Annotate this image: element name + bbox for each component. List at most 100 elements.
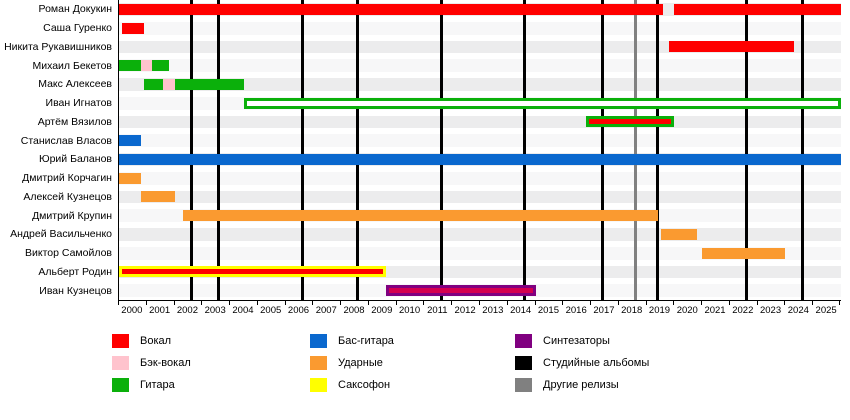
studio-album-line-3 (356, 0, 360, 300)
timeline-bar[interactable] (660, 228, 697, 240)
row-band (119, 59, 841, 72)
member-label-column: Роман Докукин Саша Гуренко Никита Рукавишн… (0, 0, 118, 300)
legend-label: Саксофон (338, 378, 391, 391)
legend-label: Гитара (140, 378, 175, 391)
x-tick-label-2021: 2021 (704, 305, 726, 316)
legend-item[interactable]: Саксофон (310, 374, 394, 396)
timeline-bar[interactable] (119, 60, 142, 72)
timeline-bar[interactable] (668, 41, 794, 53)
timeline-bar[interactable] (182, 210, 658, 222)
x-tick (784, 300, 786, 305)
x-tick (312, 300, 314, 305)
row-band (119, 190, 841, 204)
x-tick (673, 300, 675, 305)
row-label-6: Артём Вязилов (37, 115, 112, 128)
x-tick (756, 300, 758, 305)
timeline-bar[interactable] (119, 266, 386, 278)
x-tick (229, 300, 231, 305)
row-band (119, 78, 841, 91)
studio-album-line-7 (656, 0, 660, 300)
timeline-bar[interactable] (119, 3, 664, 15)
x-axis: 2000 2001 2002 2003 2004 2005 2006 2007 2008 2009… (118, 300, 840, 324)
timeline-bar[interactable] (243, 97, 841, 109)
legend-label: Бас-гитара (338, 334, 394, 347)
row-band (119, 246, 841, 260)
other-releases-swatch (515, 378, 532, 392)
x-tick (839, 300, 840, 305)
row-band (119, 115, 841, 129)
row-band (119, 228, 841, 241)
x-tick-label-2011: 2011 (427, 305, 448, 316)
timeline-bar[interactable] (674, 3, 841, 15)
x-tick (201, 300, 203, 305)
chart-area: Роман Докукин Саша Гуренко Никита Рукавишн… (0, 0, 841, 301)
x-tick-label-2001: 2001 (149, 305, 171, 316)
timeline-bar[interactable] (143, 78, 164, 90)
studio-album-line-1 (217, 0, 221, 300)
timeline-bar[interactable] (702, 247, 786, 259)
legend-item[interactable]: Ударные (310, 352, 394, 374)
x-tick-label-2000: 2000 (121, 305, 143, 316)
legend-item[interactable]: Бэк-вокал (112, 352, 191, 374)
legend-item[interactable]: Студийные альбомы (515, 352, 649, 374)
x-tick (562, 300, 564, 305)
x-tick-label-2015: 2015 (537, 305, 559, 316)
x-tick-label-2017: 2017 (593, 305, 615, 316)
timeline-bar[interactable] (121, 22, 144, 34)
studio-album-line-9 (800, 0, 804, 300)
row-label-8: Юрий Баланов (38, 153, 112, 166)
guitar-swatch (112, 378, 129, 392)
legend-item[interactable]: Синтезаторы (515, 330, 649, 352)
synth-swatch (515, 334, 532, 348)
drums-swatch (310, 356, 327, 370)
x-tick-label-2007: 2007 (315, 305, 337, 316)
x-tick-label-2022: 2022 (732, 305, 754, 316)
x-tick (173, 300, 175, 305)
legend-item[interactable]: Другие релизы (515, 374, 649, 396)
timeline-bar[interactable] (585, 116, 675, 128)
bass-swatch (310, 334, 327, 348)
timeline-bar[interactable] (141, 60, 153, 72)
x-tick-label-2016: 2016 (565, 305, 587, 316)
x-tick (451, 300, 453, 305)
legend-label: Бэк-вокал (140, 356, 191, 369)
row-label-12: Андрей Васильченко (10, 228, 112, 241)
x-tick (534, 300, 536, 305)
studio-album-line-2 (300, 0, 304, 300)
x-tick (367, 300, 369, 305)
plot-area (118, 0, 841, 301)
row-label-0: Роман Докукин (38, 3, 112, 16)
x-tick (118, 300, 119, 305)
x-tick-label-2018: 2018 (621, 305, 643, 316)
timeline-bar[interactable] (385, 285, 536, 297)
studio-album-line-6 (600, 0, 604, 300)
legend-item[interactable]: Бас-гитара (310, 330, 394, 352)
legend-column-1: Бас-гитара Ударные Саксофон (310, 330, 394, 396)
timeline-bar[interactable] (152, 60, 169, 72)
legend-item[interactable]: Вокал (112, 330, 191, 352)
legend-item[interactable]: Гитара (112, 374, 191, 396)
x-tick-label-2014: 2014 (510, 305, 532, 316)
backing-vocals-swatch (112, 356, 129, 370)
x-tick-label-2019: 2019 (648, 305, 671, 316)
timeline-bar[interactable] (174, 78, 244, 90)
timeline-bar[interactable] (141, 191, 175, 203)
timeline-bar[interactable] (119, 172, 142, 184)
row-label-2: Никита Рукавишников (4, 40, 112, 53)
row-label-3: Михаил Бекетов (32, 59, 112, 72)
timeline-bar[interactable] (119, 135, 142, 147)
x-tick (340, 300, 342, 305)
legend-label: Другие релизы (543, 378, 619, 391)
timeline-bar[interactable] (163, 78, 175, 90)
x-tick-label-2013: 2013 (482, 305, 504, 316)
x-tick (284, 300, 286, 305)
row-label-4: Макс Алексеев (38, 78, 112, 91)
x-tick (256, 300, 258, 305)
timeline-bar[interactable] (119, 153, 841, 165)
row-band (119, 40, 841, 54)
row-label-7: Станислав Власов (20, 134, 112, 147)
x-tick-label-2008: 2008 (343, 305, 365, 316)
row-label-15: Иван Кузнецов (39, 284, 112, 297)
x-tick-label-2005: 2005 (260, 305, 282, 316)
